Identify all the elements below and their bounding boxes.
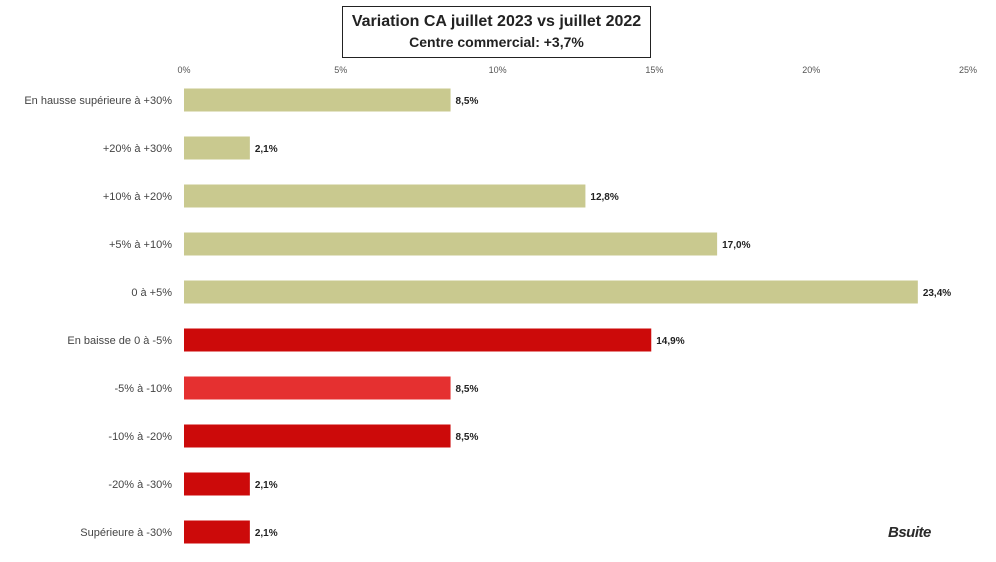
bar bbox=[184, 376, 451, 400]
x-tick-label: 5% bbox=[334, 65, 347, 75]
y-category-label: +5% à +10% bbox=[109, 239, 172, 251]
bar bbox=[184, 136, 250, 160]
bar bbox=[184, 232, 718, 256]
chart-title-box: Variation CA juillet 2023 vs juillet 202… bbox=[342, 6, 651, 58]
x-tick-label: 20% bbox=[802, 65, 820, 75]
bar bbox=[184, 328, 652, 352]
y-category-label: En hausse supérieure à +30% bbox=[24, 95, 172, 107]
bar-value-label: 14,9% bbox=[656, 336, 684, 347]
y-category-label: Supérieure à -30% bbox=[80, 527, 172, 539]
x-tick-label: 15% bbox=[645, 65, 663, 75]
chart-title: Variation CA juillet 2023 vs juillet 202… bbox=[351, 13, 642, 30]
x-axis: 0% 5% 10% 15% 20% 25% bbox=[177, 65, 977, 75]
y-category-label: +20% à +30% bbox=[103, 143, 172, 155]
bar-value-label: 8,5% bbox=[456, 432, 479, 443]
bar bbox=[184, 472, 250, 496]
bar bbox=[184, 88, 451, 112]
y-category-label: -5% à -10% bbox=[115, 383, 173, 395]
bar bbox=[184, 424, 451, 448]
bar-value-label: 2,1% bbox=[255, 528, 278, 539]
bar-value-label: 8,5% bbox=[456, 96, 479, 107]
y-category-label: -10% à -20% bbox=[108, 431, 172, 443]
bar-value-label: 2,1% bbox=[255, 480, 278, 491]
data-labels: 8,5% 2,1% 12,8% 17,0% 23,4% 14,9% 8,5% 8,5% 2,1%… bbox=[255, 96, 951, 539]
bar bbox=[184, 280, 918, 304]
y-axis: En hausse supérieure à +30% +20% à +30% +1… bbox=[24, 95, 172, 539]
y-category-label: En baisse de 0 à -5% bbox=[67, 335, 172, 347]
x-tick-label: 25% bbox=[959, 65, 977, 75]
bar bbox=[184, 520, 250, 544]
bar bbox=[184, 184, 586, 208]
y-category-label: +10% à +20% bbox=[103, 191, 172, 203]
y-category-label: -20% à -30% bbox=[108, 479, 172, 491]
bar-series bbox=[184, 88, 918, 544]
chart-subtitle: Centre commercial: +3,7% bbox=[409, 34, 584, 50]
x-tick-label: 0% bbox=[177, 65, 190, 75]
y-category-label: 0 à +5% bbox=[131, 287, 172, 299]
brand-logo: Bsuite bbox=[888, 524, 931, 541]
bar-value-label: 8,5% bbox=[456, 384, 479, 395]
bar-value-label: 2,1% bbox=[255, 144, 278, 155]
x-tick-label: 10% bbox=[489, 65, 507, 75]
bar-value-label: 12,8% bbox=[590, 192, 618, 203]
bar-value-label: 23,4% bbox=[923, 288, 951, 299]
bar-value-label: 17,0% bbox=[722, 240, 750, 251]
